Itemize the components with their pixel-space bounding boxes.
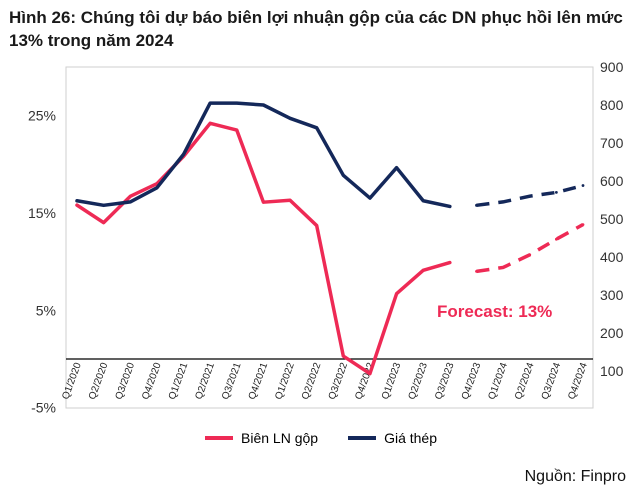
series-0-point-17 (528, 253, 532, 257)
x-tick-label: Q2/2023 (407, 361, 431, 401)
left-tick-label: 25% (28, 108, 56, 124)
source-note: Nguồn: Finpro (524, 468, 626, 485)
series-1-point-12 (395, 166, 398, 170)
x-tick-label: Q3/2022 (327, 361, 351, 401)
chart-title: Hình 26: Chúng tôi dự báo biên lợi nhuận… (9, 8, 623, 50)
series-1-point-3 (155, 186, 159, 190)
series-0-point-16 (501, 266, 505, 269)
x-axis-ticks: Q1/2020 Q2/2020 Q3/2020 Q4/2020 Q1/2021 Q2/20… (60, 361, 590, 401)
series-line-1-actual (75, 101, 452, 209)
series-0-point-18 (554, 237, 558, 241)
series-1-point-19 (581, 184, 585, 187)
series-layer (75, 101, 585, 376)
series-line-0-actual (75, 121, 452, 376)
x-tick-label: Q4/2020 (140, 361, 164, 401)
x-tick-label: Q1/2021 (167, 361, 191, 401)
series-1-point-14 (448, 205, 452, 208)
x-tick-label: Q2/2021 (194, 361, 218, 401)
x-tick-label: Q4/2021 (247, 361, 271, 401)
series-1-point-11 (368, 196, 372, 200)
series-1-point-18 (554, 191, 558, 194)
right-tick-label: 300 (600, 287, 624, 303)
x-tick-label: Q2/2022 (300, 361, 324, 401)
left-tick-label: 15% (28, 205, 56, 221)
right-axis-ticks: 100 200 300 400 500 600 700 800 900 (600, 59, 624, 379)
legend: Biên LN gộp Giá thép (205, 430, 437, 446)
plot-frame (65, 66, 594, 409)
x-tick-label: Q3/2023 (433, 361, 457, 401)
x-tick-label: Q1/2024 (486, 361, 510, 401)
series-1-point-8 (288, 116, 292, 120)
series-0-point-10 (341, 354, 345, 358)
series-1-point-6 (235, 101, 239, 105)
left-tick-label: 5% (36, 302, 56, 318)
legend-label-steel: Giá thép (384, 430, 437, 446)
series-0-point-14 (448, 261, 452, 264)
right-tick-label: 100 (600, 363, 624, 379)
x-tick-label: Q3/2020 (114, 361, 138, 401)
series-0-point-7 (262, 200, 265, 204)
legend-label-margin: Biên LN gộp (241, 430, 319, 446)
series-1-point-16 (501, 200, 505, 204)
legend-item-margin: Biên LN gộp (205, 430, 318, 446)
series-1-point-10 (341, 173, 345, 177)
x-tick-label: Q1/2022 (273, 361, 297, 401)
series-0-point-11 (368, 372, 372, 376)
series-line-0-forecast (476, 223, 584, 274)
series-0-point-9 (315, 224, 319, 227)
series-1-point-13 (421, 199, 425, 203)
series-0-point-0 (75, 203, 79, 207)
series-1-point-2 (128, 200, 132, 204)
series-0-point-8 (288, 198, 292, 202)
legend-item-steel: Giá thép (348, 430, 437, 446)
series-1-point-9 (315, 126, 319, 130)
right-tick-label: 700 (600, 135, 624, 151)
right-tick-label: 400 (600, 249, 624, 265)
forecast-annotation: Forecast: 13% (437, 302, 552, 321)
series-1-point-1 (102, 203, 106, 207)
series-0-point-12 (395, 292, 398, 296)
series-0-point-5 (208, 121, 212, 125)
left-tick-label: -5% (31, 400, 56, 416)
x-tick-label: Q2/2024 (513, 361, 537, 401)
right-tick-label: 900 (600, 59, 624, 75)
series-1-point-4 (182, 153, 185, 156)
right-tick-label: 500 (600, 211, 624, 227)
series-1-point-7 (262, 103, 265, 107)
x-tick-label: Q1/2023 (380, 361, 404, 401)
series-0-point-2 (128, 194, 132, 198)
left-axis-ticks: 25% 15% 5% -5% (28, 108, 56, 416)
right-tick-label: 200 (600, 325, 624, 341)
x-tick-label: Q3/2021 (220, 361, 244, 401)
legend-swatch-steel (348, 436, 377, 440)
x-tick-label: Q3/2024 (540, 361, 564, 401)
series-0-point-13 (421, 268, 425, 272)
right-tick-label: 800 (600, 97, 624, 113)
series-1-point-17 (528, 194, 532, 198)
series-0-point-15 (475, 269, 478, 273)
series-1-point-15 (475, 203, 478, 207)
x-tick-label: Q4/2024 (566, 361, 590, 401)
x-tick-label: Q4/2023 (460, 361, 484, 401)
series-1-point-5 (208, 101, 212, 105)
x-tick-label: Q1/2020 (60, 361, 84, 401)
x-tick-label: Q2/2020 (87, 361, 111, 401)
series-0-point-1 (102, 221, 106, 225)
series-1-point-0 (75, 199, 79, 203)
series-0-point-19 (581, 223, 585, 226)
right-tick-label: 600 (600, 173, 624, 189)
series-0-point-6 (235, 128, 239, 132)
legend-swatch-margin (205, 436, 233, 440)
